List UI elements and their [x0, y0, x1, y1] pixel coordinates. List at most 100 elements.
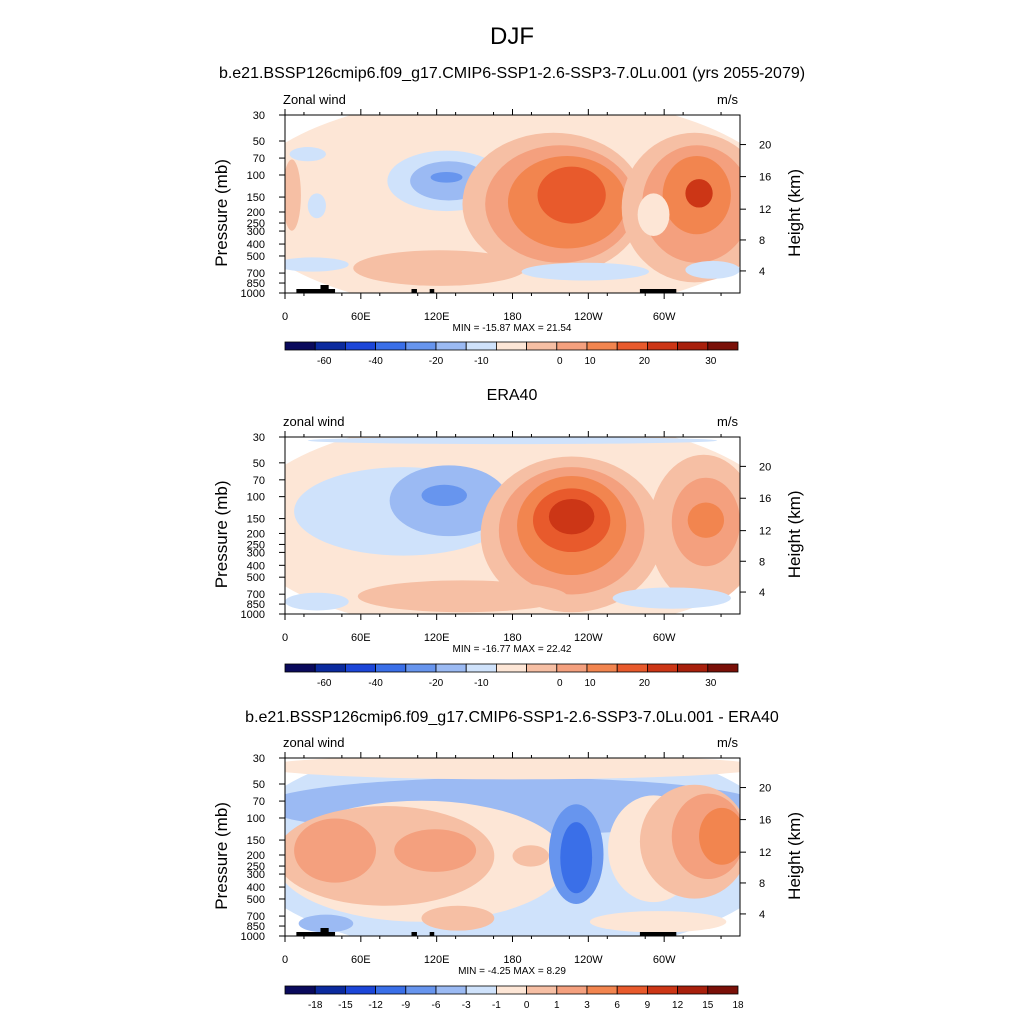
y-tick-label: 500 — [247, 572, 265, 584]
y-tick-label: 50 — [253, 458, 265, 470]
y-tick-label: 70 — [253, 475, 265, 487]
colorbar-swatch — [284, 985, 316, 995]
y-tick-label: 300 — [247, 869, 265, 881]
y-tick-label: 850 — [247, 278, 265, 290]
topography-bar-4 — [639, 289, 677, 293]
y2-tick-label: 4 — [759, 587, 765, 599]
colorbar-label: 15 — [702, 1000, 714, 1011]
y-tick-label: 700 — [247, 268, 265, 280]
colorbar-label: -10 — [474, 356, 489, 367]
panel-title: b.e21.BSSP126cmip6.f09_g17.CMIP6-SSP1-2.… — [219, 65, 805, 82]
y-tick-label: 250 — [247, 861, 265, 873]
y2-tick-label: 8 — [759, 556, 765, 568]
colorbar-swatch — [495, 985, 527, 995]
x-tick-label: 120E — [424, 632, 450, 644]
colorbar-swatch — [526, 985, 558, 995]
colorbar-swatch — [647, 341, 679, 351]
contour-band-9 — [548, 498, 595, 535]
panel-2: ERA40 zonal wind m/s 0 60E 120E 180 120W 60W 30 50… — [212, 387, 804, 689]
x-tick-label: 180 — [503, 632, 521, 644]
colorbar: -18 -15 -12 -9 -6 -3 -1 0 1 3 6 9 12 15 18 — [284, 985, 744, 1011]
colorbar-label: 18 — [732, 1000, 744, 1011]
x-tick-label: 180 — [503, 954, 521, 966]
y-tick-label: 150 — [247, 835, 265, 847]
colorbar-label: 30 — [705, 678, 717, 689]
y-tick-label: 100 — [247, 170, 265, 182]
colorbar-swatch — [314, 985, 346, 995]
colorbar-label: -10 — [474, 678, 489, 689]
variable-label: zonal wind — [283, 414, 344, 429]
colorbar-label: 3 — [584, 1000, 590, 1011]
colorbar-swatch — [556, 985, 588, 995]
colorbar-label: -1 — [492, 1000, 501, 1011]
y-tick-label: 500 — [247, 251, 265, 263]
y2-tick-label: 20 — [759, 140, 771, 152]
y-tick-label: 150 — [247, 192, 265, 204]
y2-tick-label: 20 — [759, 461, 771, 473]
topography — [296, 928, 677, 936]
panel-3: b.e21.BSSP126cmip6.f09_g17.CMIP6-SSP1-2.… — [212, 709, 804, 1011]
contour-band-19 — [521, 262, 649, 281]
contour-band-12 — [687, 502, 725, 538]
y2-tick-label: 12 — [759, 526, 771, 538]
colorbar-swatch — [344, 985, 376, 995]
colorbar-swatch — [344, 663, 376, 673]
topography-bar-0 — [296, 289, 336, 293]
y-tick-label: 1000 — [241, 931, 265, 943]
colorbar-label: -40 — [368, 356, 383, 367]
y2-tick-label: 12 — [759, 204, 771, 216]
x-tick-label: 60E — [351, 311, 371, 323]
figure-title: DJF — [490, 23, 534, 50]
contour-band-14 — [421, 905, 495, 931]
topography-bar-4 — [639, 932, 677, 936]
x-tick-label: 60W — [653, 311, 676, 323]
colorbar-swatch — [647, 663, 679, 673]
contour-field — [285, 437, 740, 614]
colorbar-swatch — [495, 663, 527, 673]
x-tick-label: 60W — [653, 954, 676, 966]
y-axis-title: Pressure (mb) — [212, 481, 231, 589]
contour-band-7 — [430, 171, 463, 183]
topography-bar-3 — [429, 932, 435, 936]
x-tick-label: 0 — [282, 311, 288, 323]
y-tick-label: 400 — [247, 239, 265, 251]
contour-band-2 — [285, 758, 740, 780]
colorbar-label: -20 — [429, 678, 444, 689]
y-tick-label: 200 — [247, 528, 265, 540]
colorbar-swatch — [616, 663, 648, 673]
y-tick-label: 50 — [253, 779, 265, 791]
units-label: m/s — [717, 414, 738, 429]
colorbar-swatch — [677, 341, 709, 351]
colorbar-label: 0 — [557, 678, 563, 689]
contour-field — [285, 115, 740, 293]
y-tick-label: 1000 — [241, 288, 265, 300]
colorbar-swatch — [435, 341, 467, 351]
colorbar-swatch — [586, 985, 618, 995]
colorbar-swatch — [707, 663, 739, 673]
contour-band-20 — [685, 260, 740, 279]
topography-bar-2 — [411, 289, 417, 293]
min-max-stats: MIN = -4.25 MAX = 8.29 — [458, 966, 566, 977]
colorbar-label: 12 — [672, 1000, 684, 1011]
x-tick-label: 120E — [424, 311, 450, 323]
colorbar-swatch — [707, 985, 739, 995]
x-tick-label: 60E — [351, 954, 371, 966]
colorbar-label: -40 — [368, 678, 383, 689]
colorbar-swatch — [677, 985, 709, 995]
y2-axis-title: Height (km) — [785, 490, 804, 578]
min-max-stats: MIN = -16.77 MAX = 22.42 — [453, 644, 572, 655]
colorbar-swatch — [526, 341, 558, 351]
topography-peak — [320, 928, 329, 932]
y2-tick-label: 16 — [759, 815, 771, 827]
colorbar-label: -60 — [317, 678, 332, 689]
contour-field — [285, 758, 740, 936]
contour-band-5 — [294, 818, 376, 883]
topography-bar-0 — [296, 932, 336, 936]
colorbar-label: 30 — [705, 356, 717, 367]
y-tick-label: 200 — [247, 850, 265, 862]
contour-band-11 — [537, 166, 606, 224]
contour-band-1 — [307, 437, 718, 445]
colorbar-swatch — [405, 985, 437, 995]
topography — [296, 285, 677, 293]
colorbar-swatch — [707, 341, 739, 351]
